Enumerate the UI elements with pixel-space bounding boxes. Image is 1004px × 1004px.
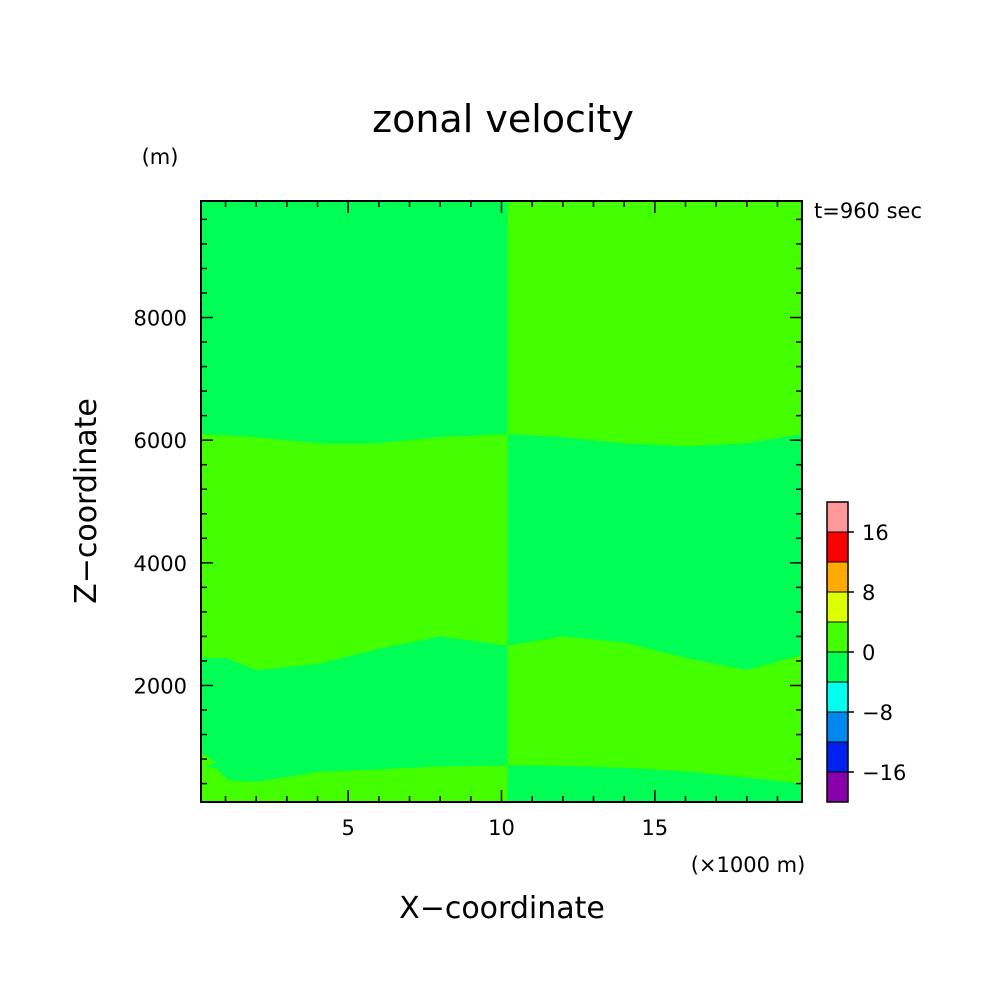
colorbar-segment	[826, 591, 849, 623]
colorbar: −16 −8 0 8 16	[826, 501, 906, 803]
colorbar-segment	[826, 741, 849, 773]
colorbar-segment	[826, 561, 849, 593]
colorbar-tick-label: 8	[862, 581, 875, 605]
colorbar-segment	[826, 681, 849, 713]
colorbar-segment	[826, 651, 849, 683]
axis-tick-labels: 5 10 15 2000 4000 6000 8000	[134, 307, 669, 840]
y-unit-label: (m)	[142, 145, 179, 169]
chart-title: zonal velocity	[372, 97, 634, 141]
colorbar-tick-label: 16	[862, 521, 889, 545]
x-tick-label: 5	[341, 816, 354, 840]
colorbar-segment	[826, 621, 849, 653]
colorbar-segment	[826, 531, 849, 563]
y-tick-label: 6000	[134, 429, 187, 453]
y-axis-label: Z−coordinate	[69, 398, 104, 604]
colorbar-segment	[826, 711, 849, 743]
colorbar-tick-label: 0	[862, 641, 875, 665]
x-tick-label: 10	[488, 816, 515, 840]
time-annotation: t=960 sec	[814, 199, 922, 223]
colorbar-tick-label: −8	[862, 701, 893, 725]
x-axis-label: X−coordinate	[399, 891, 605, 926]
positive-band-right-2	[507, 636, 802, 784]
y-tick-label: 4000	[134, 552, 187, 576]
x-tick-label: 15	[641, 816, 668, 840]
colorbar-tick-label: −16	[862, 761, 906, 785]
y-tick-label: 2000	[134, 674, 187, 698]
positive-band-left-2	[201, 765, 508, 802]
y-tick-label: 8000	[134, 307, 187, 331]
axis-ticks	[201, 201, 802, 802]
colorbar-segment	[826, 501, 849, 533]
positive-band-left-1	[201, 434, 508, 671]
plot-area	[200, 200, 803, 803]
positive-band-right-1	[507, 201, 802, 447]
x-unit-label: (×1000 m)	[691, 853, 806, 877]
colorbar-segment	[826, 771, 849, 803]
positive-band-left-3	[201, 752, 217, 769]
